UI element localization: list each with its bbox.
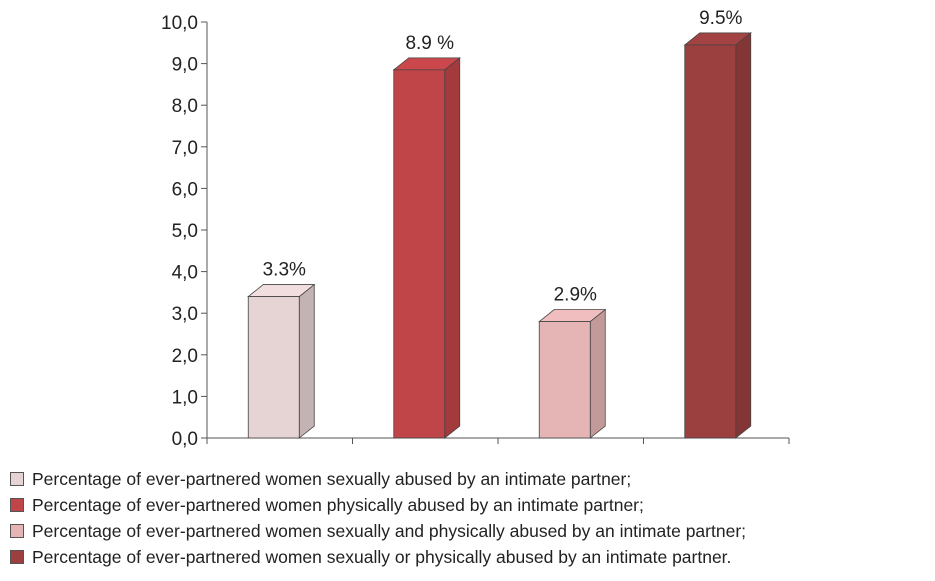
legend-item: Percentage of ever-partnered women sexua… — [10, 518, 746, 544]
bar: 3.3% — [247, 260, 316, 439]
y-tick-label: 2,0 — [172, 346, 198, 367]
legend-item: Percentage of ever-partnered women physi… — [10, 492, 746, 518]
y-tick-label: 8,0 — [172, 96, 198, 117]
legend-swatch — [10, 498, 24, 512]
bar-chart: 0,0 1,0 2,0 3,0 4,0 5,0 6,0 7,0 8,0 9,0 10,0 3.3% 8… — [161, 8, 790, 450]
bar: 9.5% — [683, 8, 752, 439]
y-tick-label: 1,0 — [172, 387, 198, 408]
bar-data-label: 8.9 % — [405, 33, 454, 54]
bar-side — [589, 308, 606, 439]
y-tick-label: 3,0 — [172, 304, 198, 325]
bar-front — [247, 296, 300, 439]
bar-data-label: 9.5% — [699, 8, 742, 29]
bar-data-label: 3.3% — [263, 260, 306, 281]
y-tick-label: 0,0 — [172, 429, 198, 450]
legend-item: Percentage of ever-partnered women sexua… — [10, 544, 746, 570]
legend-swatch — [10, 524, 24, 538]
y-tick-label: 6,0 — [172, 179, 198, 200]
bar-side — [444, 57, 461, 439]
legend-label: Percentage of ever-partnered women sexua… — [32, 546, 732, 567]
bars: 3.3% 8.9 % 2.9% 9.5% — [247, 8, 752, 439]
legend-swatch — [10, 550, 24, 564]
bar-front — [684, 44, 737, 439]
bar: 8.9 % — [392, 33, 461, 439]
y-tick-label: 9,0 — [172, 55, 198, 76]
bar-side — [298, 283, 315, 439]
y-tick-label: 4,0 — [172, 263, 198, 284]
y-tick-label: 5,0 — [172, 221, 198, 242]
legend-label: Percentage of ever-partnered women sexua… — [32, 468, 632, 489]
y-tick-label: 7,0 — [172, 138, 198, 159]
legend: Percentage of ever-partnered women sexua… — [10, 466, 746, 570]
y-tick-label: 10,0 — [161, 13, 198, 34]
y-axis: 0,0 1,0 2,0 3,0 4,0 5,0 6,0 7,0 8,0 9,0 10,0 — [161, 13, 208, 450]
legend-label: Percentage of ever-partnered women sexua… — [32, 520, 747, 541]
x-axis — [206, 437, 790, 444]
bar: 2.9% — [538, 285, 607, 439]
legend-label: Percentage of ever-partnered women physi… — [32, 494, 644, 515]
bar-data-label: 2.9% — [554, 285, 597, 306]
bar-front — [393, 69, 446, 439]
bar-side — [735, 32, 752, 439]
bar-front — [538, 321, 591, 439]
legend-swatch — [10, 472, 24, 486]
legend-item: Percentage of ever-partnered women sexua… — [10, 466, 746, 492]
